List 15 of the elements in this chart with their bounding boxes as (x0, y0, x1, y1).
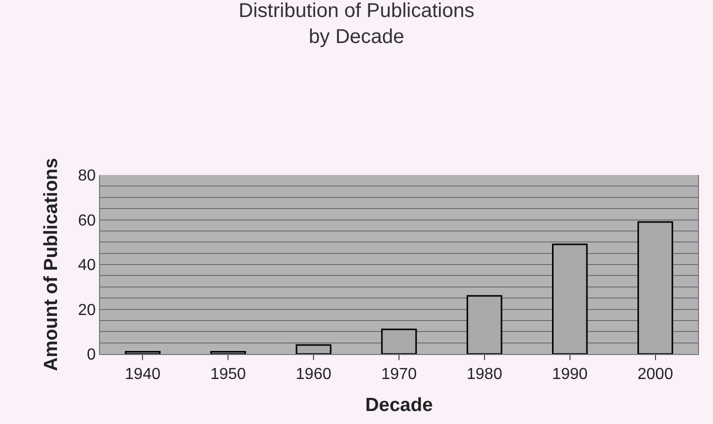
y-tick-label: 20 (78, 302, 96, 319)
x-tick-label: 1980 (466, 366, 502, 384)
y-tick-label: 40 (78, 257, 96, 274)
x-tick-label: 1960 (296, 366, 332, 384)
y-axis-title: Amount of Publications (40, 158, 62, 372)
chart-title: Distribution of Publications by Decade (238, 0, 474, 48)
x-tick-label: 1940 (124, 366, 161, 384)
x-tick-label: 2000 (637, 366, 674, 384)
y-tick-label: 0 (86, 346, 96, 364)
x-axis-title: Decade (365, 395, 433, 416)
x-tick-label: 1950 (210, 366, 246, 384)
y-tick-label: 80 (78, 168, 96, 185)
y-tick-label: 60 (78, 212, 96, 230)
x-tick-label: 1970 (381, 366, 417, 384)
x-tick-label: 1990 (552, 366, 588, 384)
